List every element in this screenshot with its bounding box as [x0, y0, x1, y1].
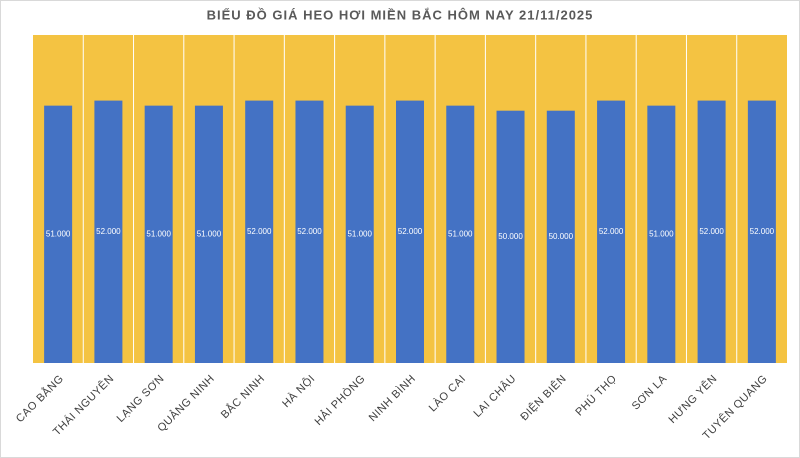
value-label: 52.000	[699, 227, 724, 236]
bar	[144, 105, 173, 364]
bar	[647, 105, 676, 364]
bar	[546, 110, 575, 363]
bar	[747, 100, 776, 363]
value-label: 52.000	[96, 227, 121, 236]
bar	[396, 100, 424, 363]
bar	[697, 100, 726, 363]
bar	[496, 110, 525, 363]
bar	[44, 105, 73, 364]
value-label: 52.000	[398, 227, 423, 236]
chart-title: BIỂU ĐỒ GIÁ HEO HƠI MIỀN BẮC HÔM NAY 21/…	[207, 7, 594, 22]
value-label: 50.000	[498, 232, 523, 241]
bar	[245, 100, 274, 363]
bar	[597, 100, 626, 363]
bar	[345, 105, 374, 364]
value-label: 52.000	[297, 227, 322, 236]
value-label: 51.000	[197, 229, 222, 238]
value-label: 51.000	[146, 229, 171, 238]
bar	[295, 100, 324, 363]
bar	[446, 105, 475, 364]
value-label: 50.000	[549, 232, 574, 241]
value-label: 51.000	[649, 229, 674, 238]
value-label: 51.000	[448, 229, 473, 238]
bar	[94, 100, 123, 363]
value-label: 51.000	[347, 229, 372, 238]
value-label: 52.000	[247, 227, 272, 236]
value-label: 52.000	[750, 227, 775, 236]
value-label: 51.000	[46, 229, 71, 238]
value-label: 52.000	[599, 227, 624, 236]
bar	[194, 105, 223, 364]
